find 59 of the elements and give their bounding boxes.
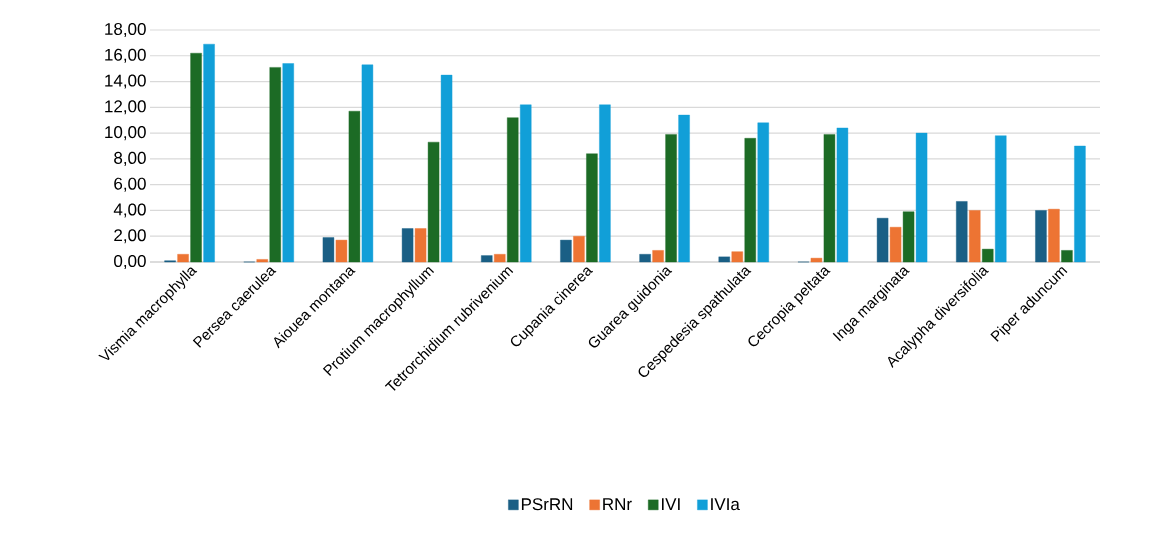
y-tick-label: 10,00	[105, 126, 146, 141]
bar	[481, 255, 493, 263]
bar	[757, 122, 769, 263]
y-tick-label: 12,00	[105, 100, 146, 115]
bar	[718, 256, 730, 263]
bar	[639, 254, 651, 263]
bar	[190, 53, 202, 263]
bar	[348, 111, 361, 263]
bar	[744, 138, 756, 263]
bar	[177, 254, 189, 263]
bar	[731, 251, 743, 263]
y-tick-label: 16,00	[105, 48, 146, 63]
bar	[652, 250, 664, 263]
bar	[665, 134, 677, 263]
bar	[982, 248, 994, 263]
bar	[1074, 145, 1086, 263]
bar	[1035, 210, 1047, 263]
y-tick-label: 4,00	[113, 203, 146, 218]
bar	[401, 228, 414, 263]
y-tick-label: 2,00	[114, 229, 146, 244]
y-tick-label: 6,00	[114, 177, 146, 192]
bar	[915, 132, 928, 263]
bar	[876, 217, 889, 263]
y-tick-label: 8,00	[114, 151, 146, 166]
y-tick-label: 14,00	[105, 74, 146, 89]
bar	[427, 141, 440, 263]
bar	[560, 239, 572, 263]
bar	[889, 227, 902, 263]
legend-label: IVI	[662, 498, 680, 510]
bar	[494, 254, 506, 263]
legend-label: IVIa	[711, 498, 740, 511]
bar	[995, 135, 1007, 263]
bar	[440, 74, 453, 263]
legend-label: PSrRN	[521, 498, 573, 511]
bar	[956, 201, 968, 263]
bar	[520, 104, 532, 263]
bar	[335, 239, 348, 263]
bar	[269, 67, 281, 263]
bar	[256, 259, 268, 263]
bar	[573, 236, 585, 263]
bar	[414, 228, 427, 263]
legend-label: RNr	[603, 498, 632, 510]
bar	[823, 134, 836, 263]
bar	[1061, 250, 1073, 263]
bar	[203, 43, 215, 263]
bar	[1048, 208, 1060, 263]
bar	[836, 127, 849, 263]
bar	[678, 114, 690, 263]
bar	[507, 117, 519, 263]
y-tick-label: 18,00	[105, 22, 146, 38]
bar	[282, 63, 294, 263]
y-tick-label: 0,00	[114, 254, 146, 270]
bar	[599, 104, 611, 263]
bar	[322, 237, 335, 263]
bar	[902, 211, 915, 263]
bar	[361, 64, 374, 263]
bar	[586, 153, 598, 263]
bar	[810, 257, 823, 263]
bar	[969, 210, 981, 263]
